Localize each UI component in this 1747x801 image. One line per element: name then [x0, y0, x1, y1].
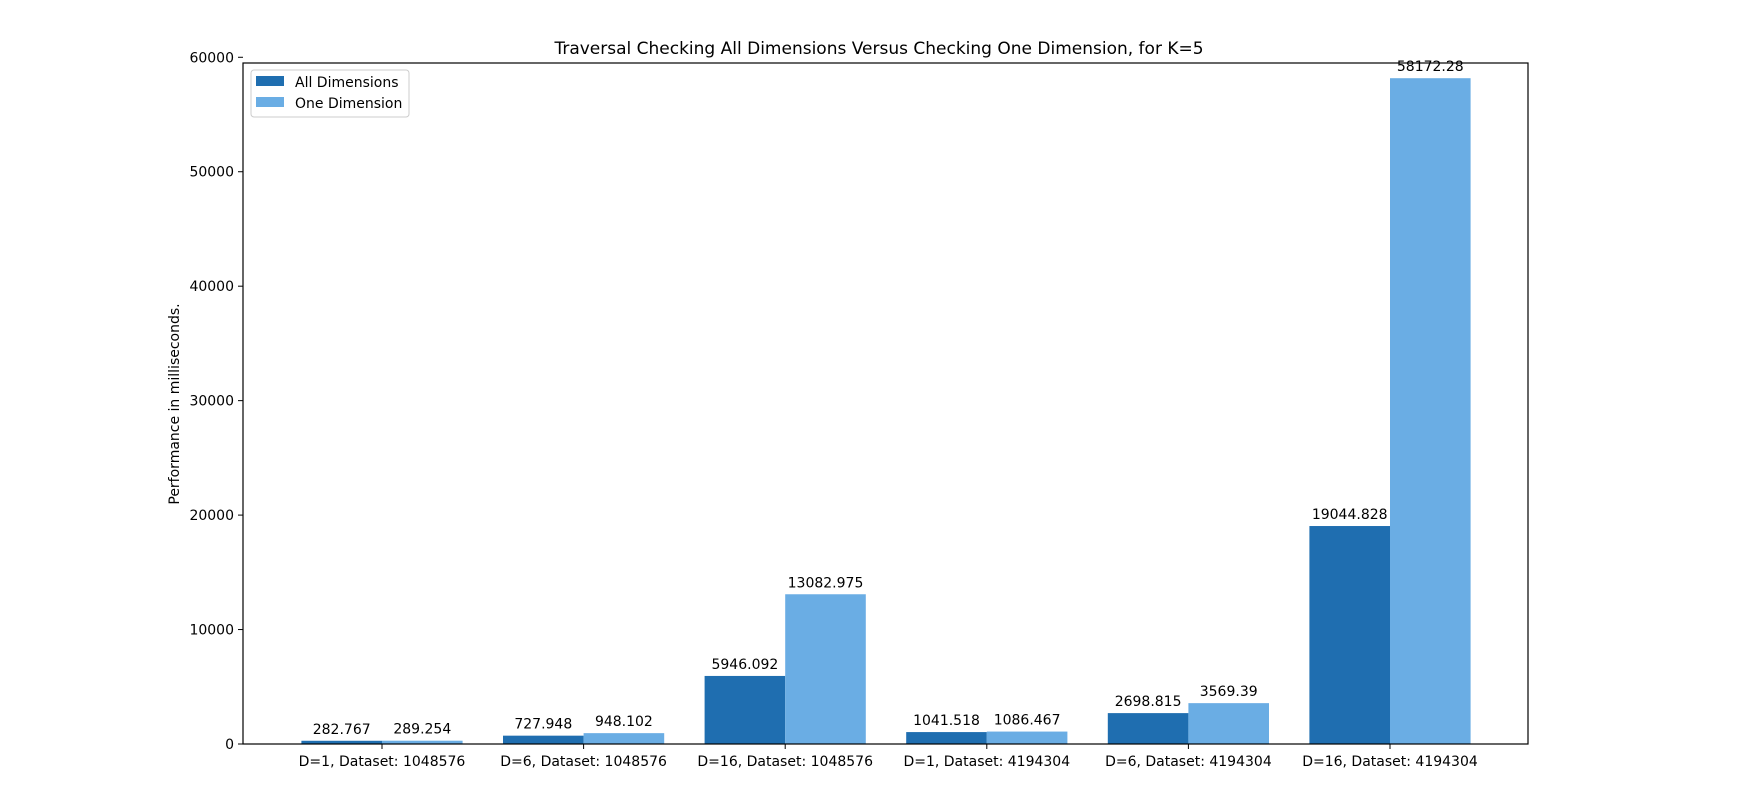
y-tick-label-4: 30000 [189, 394, 234, 410]
data-labels-group: 282.767 289.254 727.948 948.102 5946.092 1308… [313, 59, 1464, 738]
x-tick-label-2: D=6, Dataset: 1048576 [500, 754, 667, 770]
data-label-one-dimension-2: 948.102 [595, 714, 653, 730]
legend: All Dimensions One Dimension [250, 69, 410, 118]
bar-one-dimension-1 [382, 740, 463, 744]
bar-one-dimension-6 [1390, 78, 1471, 744]
x-axis-ticks: D=1, Dataset: 1048576 D=6, Dataset: 10485… [299, 744, 1478, 770]
data-label-all-dimensions-5: 2698.815 [1115, 694, 1182, 710]
bar-all-dimensions-6 [1309, 526, 1390, 744]
x-tick-label-6: D=16, Dataset: 4194304 [1302, 754, 1478, 770]
legend-box [250, 69, 410, 118]
bars-group [301, 78, 1471, 744]
bar-one-dimension-3 [785, 594, 866, 744]
legend-swatch-all-dimensions [256, 76, 284, 86]
bar-all-dimensions-5 [1107, 713, 1189, 744]
x-tick-label-3: D=16, Dataset: 1048576 [697, 754, 873, 770]
data-label-one-dimension-1: 289.254 [393, 722, 451, 738]
legend-swatch-one-dimension [256, 97, 284, 107]
y-tick-label-2: 10000 [189, 623, 234, 639]
bar-one-dimension-2 [583, 733, 665, 744]
y-axis-ticks: 0 10000 20000 30000 40000 50000 60000 [189, 50, 243, 753]
data-label-one-dimension-5: 3569.39 [1200, 684, 1258, 700]
legend-label-all-dimensions: All Dimensions [295, 75, 399, 91]
x-tick-label-5: D=6, Dataset: 4194304 [1105, 754, 1272, 770]
plot-frame [242, 62, 1529, 745]
data-label-one-dimension-4: 1086.467 [994, 713, 1061, 729]
data-label-one-dimension-6: 58172.28 [1397, 59, 1464, 75]
data-label-all-dimensions-4: 1041.518 [913, 713, 980, 729]
y-axis-label: Performance in milliseconds. [167, 303, 183, 504]
data-label-one-dimension-3: 13082.975 [788, 575, 864, 591]
data-label-all-dimensions-2: 727.948 [514, 717, 572, 733]
y-tick-label-6: 50000 [189, 165, 234, 181]
chart-title: Traversal Checking All Dimensions Versus… [553, 39, 1203, 59]
bar-all-dimensions-2 [503, 735, 584, 744]
data-label-all-dimensions-1: 282.767 [313, 722, 371, 738]
data-label-all-dimensions-6: 19044.828 [1312, 507, 1388, 523]
y-tick-label-5: 40000 [189, 279, 234, 295]
bar-all-dimensions-4 [906, 732, 987, 744]
y-tick-label-1: 0 [225, 737, 234, 753]
x-tick-label-4: D=1, Dataset: 4194304 [903, 754, 1070, 770]
bar-all-dimensions-1 [301, 740, 382, 744]
bar-one-dimension-4 [986, 731, 1068, 744]
bar-all-dimensions-3 [704, 675, 786, 744]
y-tick-label-3: 20000 [189, 508, 234, 524]
y-tick-label-7: 60000 [189, 50, 234, 66]
bar-one-dimension-5 [1188, 703, 1269, 744]
legend-label-one-dimension: One Dimension [295, 96, 402, 112]
x-tick-label-1: D=1, Dataset: 1048576 [299, 754, 466, 770]
data-label-all-dimensions-3: 5946.092 [711, 657, 778, 673]
